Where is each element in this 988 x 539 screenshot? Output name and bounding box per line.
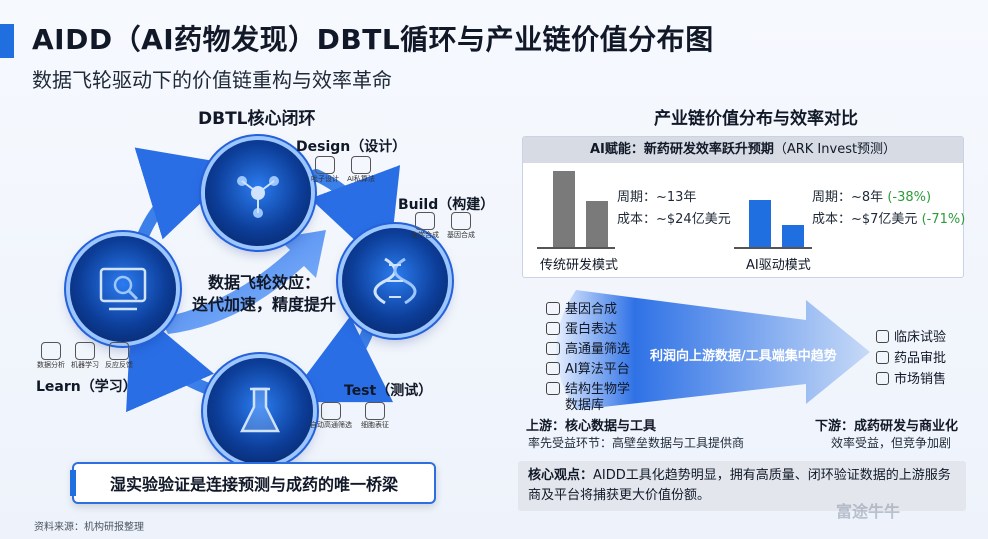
market-icon: [876, 372, 889, 385]
brain-icon: [75, 342, 95, 360]
panel-header: AI赋能：新药研发效率跃升预期（ARK Invest预测）: [523, 137, 963, 163]
flywheel-line-2: 迭代加速，精度提升: [191, 294, 336, 314]
upstream-title: 上游：核心数据与工具: [526, 419, 657, 434]
chart-icon: [41, 342, 61, 360]
ai-cost-text: 成本：~$7亿美元: [812, 212, 918, 227]
learn-tool-2: 机器学习: [70, 342, 100, 370]
protein-icon: [546, 322, 560, 335]
grid-screening-icon: [546, 342, 560, 355]
gene-synthesis-icon: [546, 302, 560, 315]
test-tool-1: 自动高通筛选: [310, 402, 352, 430]
flywheel-line-1: 数据飞轮效应：: [207, 273, 320, 292]
bar-traditional-cycle: [553, 171, 575, 247]
arrow-build-test: [285, 312, 394, 403]
upstream-item-4: AI算法平台: [546, 358, 630, 377]
ai-cycle-delta: (-38%): [887, 190, 932, 205]
build-label: Build（构建）: [398, 197, 495, 213]
title-accent-bar: [0, 24, 14, 58]
panel-header-rest: （ARK Invest预测）: [773, 142, 897, 157]
ai-cost-delta: (-71%): [921, 212, 966, 227]
ai-platform-icon: [546, 362, 560, 375]
downstream-item-3: 市场销售: [876, 368, 946, 387]
ai-chip-icon: [351, 156, 371, 174]
downstream-title: 下游：成药研发与商业化: [815, 419, 959, 434]
ai-label: AI驱动模式: [746, 258, 811, 273]
build-node: [342, 228, 448, 334]
bar-traditional-cost: [586, 201, 608, 247]
flywheel-text: 数据飞轮效应： 迭代加速，精度提升: [184, 272, 344, 315]
panel-header-bold: AI赋能：新药研发效率跃升预期: [589, 142, 774, 157]
traditional-cost: 成本：~$24亿美元: [617, 212, 731, 227]
core-view-label: 核心观点：: [528, 468, 594, 483]
bar-ai-cycle: [749, 200, 771, 247]
page-title: AIDD（AI药物发现）DBTL循环与产业链价值分布图: [32, 23, 714, 56]
gene-icon: [451, 212, 471, 230]
flask-icon: [415, 212, 435, 230]
traditional-baseline: [537, 247, 615, 249]
design-tool-1: 吡子设计: [310, 156, 340, 184]
feedback-icon: [109, 342, 129, 360]
approval-icon: [876, 351, 889, 364]
analysis-icon: [99, 267, 147, 311]
test-label: Test（测试）: [344, 383, 433, 399]
bridge-callout: 湿实验验证是连接预测与成药的唯一桥梁: [70, 462, 436, 504]
cell-icon: [365, 402, 385, 420]
build-tool-1: 化学合成: [410, 212, 440, 240]
value-flow-text: 利润向上游数据/工具端集中趋势: [650, 349, 837, 364]
traditional-label: 传统研发模式: [540, 258, 619, 273]
dna-icon: [373, 257, 417, 305]
molecule-icon: [237, 176, 279, 218]
build-tool-2: 基因合成: [446, 212, 476, 240]
core-view-text: AIDD工具化趋势明显，拥有高质量、闭环验证数据的上游服务商及平台将捕获更大价值…: [528, 468, 951, 503]
learn-label: Learn（学习）: [36, 379, 137, 395]
design-label: Design（设计）: [296, 139, 407, 155]
molecule-tool-icon: [315, 156, 335, 174]
design-node: [205, 140, 311, 246]
downstream-item-1: 临床试验: [876, 326, 946, 345]
upstream-item-2: 蛋白表达: [546, 318, 617, 337]
lab-flask-icon: [239, 387, 281, 433]
traditional-cycle: 周期：~13年: [617, 190, 697, 205]
screening-icon: [321, 402, 341, 420]
design-tool-2: AI私算法: [346, 156, 376, 184]
learn-tool-3: 反应反馈: [104, 342, 134, 370]
watermark-logo: 富途牛牛: [836, 502, 901, 521]
arrow-test-learn: [126, 305, 215, 413]
test-node: [207, 358, 313, 464]
learn-node: [70, 236, 176, 342]
value-chain-title: 产业链价值分布与效率对比: [654, 109, 858, 129]
core-view-box: 核心观点：AIDD工具化趋势明显，拥有高质量、闭环验证数据的上游服务商及平台将捕…: [518, 461, 966, 511]
upstream-item-6: 数据库: [565, 398, 605, 413]
source-note: 资料来源：机构研报整理: [34, 522, 144, 533]
downstream-subtitle: 效率受益，但竞争加剧: [831, 436, 952, 450]
upstream-subtitle: 率先受益环节：高壁垒数据与工具提供商: [528, 436, 745, 450]
test-tool-2: 细胞表征: [360, 402, 390, 430]
upstream-item-1: 基因合成: [546, 298, 617, 317]
arrow-learn-design: [134, 147, 241, 249]
doctor-icon: [876, 330, 889, 343]
center-flywheel-arrow: [160, 230, 326, 334]
cycle-title: DBTL核心闭环: [198, 109, 316, 129]
bar-ai-cost: [782, 225, 804, 247]
learn-tool-1: 数据分析: [36, 342, 66, 370]
ai-cycle-text: 周期：~8年: [812, 190, 884, 205]
ai-cycle: 周期：~8年 (-38%): [812, 186, 931, 205]
arrow-design-build: [310, 165, 401, 272]
ai-cost: 成本：~$7亿美元 (-71%): [812, 208, 965, 227]
page-subtitle: 数据飞轮驱动下的价值链重构与效率革命: [32, 68, 392, 92]
value-flow-arrow: [556, 290, 870, 410]
ai-baseline: [734, 247, 812, 249]
upstream-item-5: 结构生物学: [546, 378, 630, 397]
upstream-item-3: 高通量筛选: [546, 338, 630, 357]
downstream-item-2: 药品审批: [876, 347, 946, 366]
database-icon: [546, 382, 560, 395]
